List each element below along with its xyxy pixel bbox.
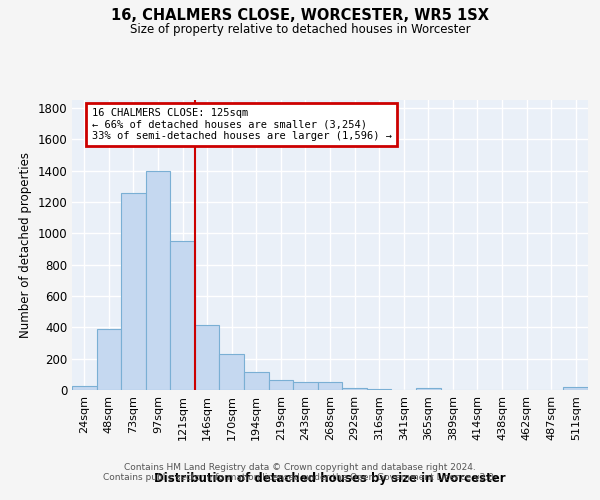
Bar (170, 241, 195, 390)
Text: 16, CHALMERS CLOSE, WORCESTER, WR5 1SX: 16, CHALMERS CLOSE, WORCESTER, WR5 1SX (111, 8, 489, 22)
Text: 16 CHALMERS CLOSE: 125sqm
← 66% of detached houses are smaller (3,254)
33% of se: 16 CHALMERS CLOSE: 125sqm ← 66% of detac… (92, 108, 392, 141)
Bar (416, 388, 440, 390)
Bar (121, 194, 146, 390)
Text: Distribution of detached houses by size in Worcester: Distribution of detached houses by size … (154, 472, 506, 485)
Text: Size of property relative to detached houses in Worcester: Size of property relative to detached ho… (130, 22, 470, 36)
Bar (269, 380, 293, 390)
Y-axis label: Number of detached properties: Number of detached properties (19, 152, 32, 338)
Bar (195, 325, 220, 390)
Bar (146, 172, 170, 390)
Bar (244, 372, 269, 390)
Bar (342, 388, 367, 390)
Bar (367, 389, 391, 390)
Bar (563, 387, 588, 390)
Bar (293, 382, 318, 390)
Bar (318, 382, 342, 390)
Bar (97, 329, 121, 390)
Text: Contains HM Land Registry data © Crown copyright and database right 2024.
Contai: Contains HM Land Registry data © Crown c… (103, 462, 497, 482)
Bar (72, 386, 97, 390)
Bar (220, 354, 244, 390)
